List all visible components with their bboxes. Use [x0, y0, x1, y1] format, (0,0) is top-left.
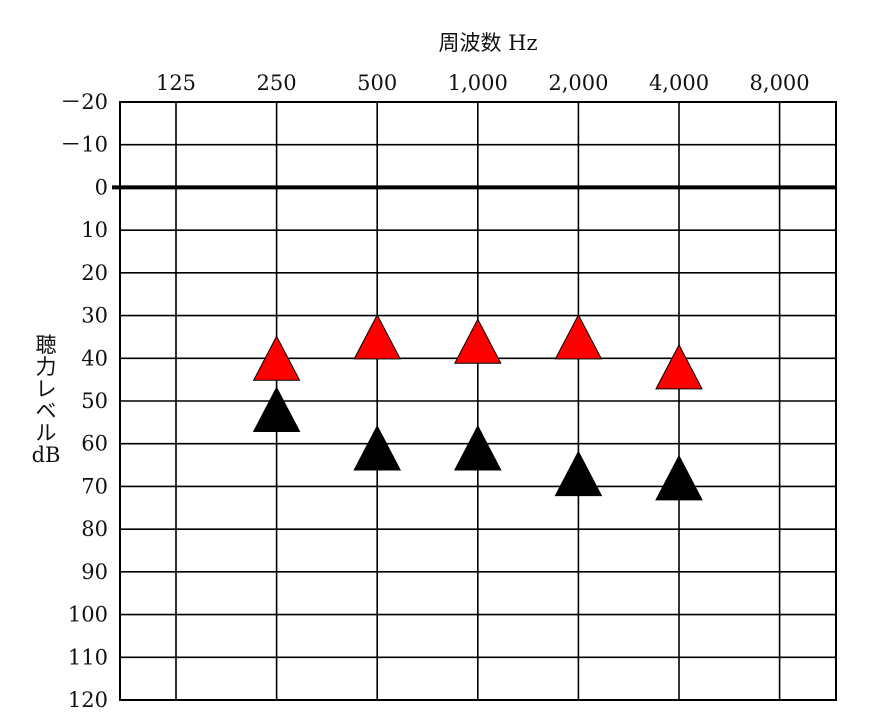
x-tick-label: 8,000 — [750, 71, 810, 95]
y-tick-label: 10 — [81, 218, 108, 242]
x-tick-label: 4,000 — [649, 71, 709, 95]
plot-frame — [119, 101, 837, 701]
y-tick-label: 90 — [81, 560, 108, 584]
y-tick-label: 70 — [81, 474, 108, 498]
x-tick-labels: 125 250 500 1,000 2,000 4,000 8,000 — [156, 71, 810, 95]
triangle-marker — [453, 318, 502, 364]
y-tick-label: 50 — [81, 389, 108, 413]
y-tick-label: 60 — [81, 432, 108, 456]
triangle-marker — [554, 450, 603, 497]
x-tick-label: 250 — [257, 71, 297, 95]
y-tick-label: 40 — [81, 346, 108, 370]
y-tick-label: 0 — [95, 175, 108, 199]
y-axis-title-char: ベ — [36, 399, 57, 423]
y-tick-labels: －20 －10 0 10 20 30 40 50 60 70 80 90 100 110 120 — [60, 90, 108, 712]
triangle-marker — [554, 313, 603, 360]
y-axis-title-char: ル — [36, 421, 57, 445]
triangle-marker — [353, 424, 402, 471]
data-markers — [252, 313, 703, 501]
x-tick-label: 125 — [156, 71, 196, 95]
y-axis-title-char: レ — [36, 377, 57, 401]
y-tick-label: 30 — [81, 304, 108, 328]
y-tick-label: －10 — [60, 133, 108, 157]
y-tick-label: 80 — [81, 517, 108, 541]
grid — [112, 101, 837, 701]
x-axis-title: 周波数 Hz — [438, 31, 537, 55]
y-tick-label: 100 — [68, 603, 108, 627]
y-axis-title-char: dB — [32, 443, 61, 467]
triangle-marker — [655, 454, 703, 501]
triangle-marker — [252, 335, 301, 381]
triangle-marker — [453, 424, 502, 471]
y-tick-label: 120 — [68, 688, 108, 712]
triangle-marker — [655, 343, 703, 390]
y-tick-label: 20 — [81, 261, 108, 285]
y-tick-label: 110 — [68, 645, 108, 669]
triangle-marker — [353, 313, 402, 360]
x-tick-label: 1,000 — [448, 71, 508, 95]
triangle-marker — [252, 386, 301, 433]
x-tick-label: 500 — [357, 71, 397, 95]
y-axis-title-char: 力 — [36, 355, 57, 379]
x-tick-label: 2,000 — [548, 71, 608, 95]
y-tick-label: －20 — [60, 90, 108, 114]
y-axis-title-char: 聴 — [36, 333, 57, 357]
